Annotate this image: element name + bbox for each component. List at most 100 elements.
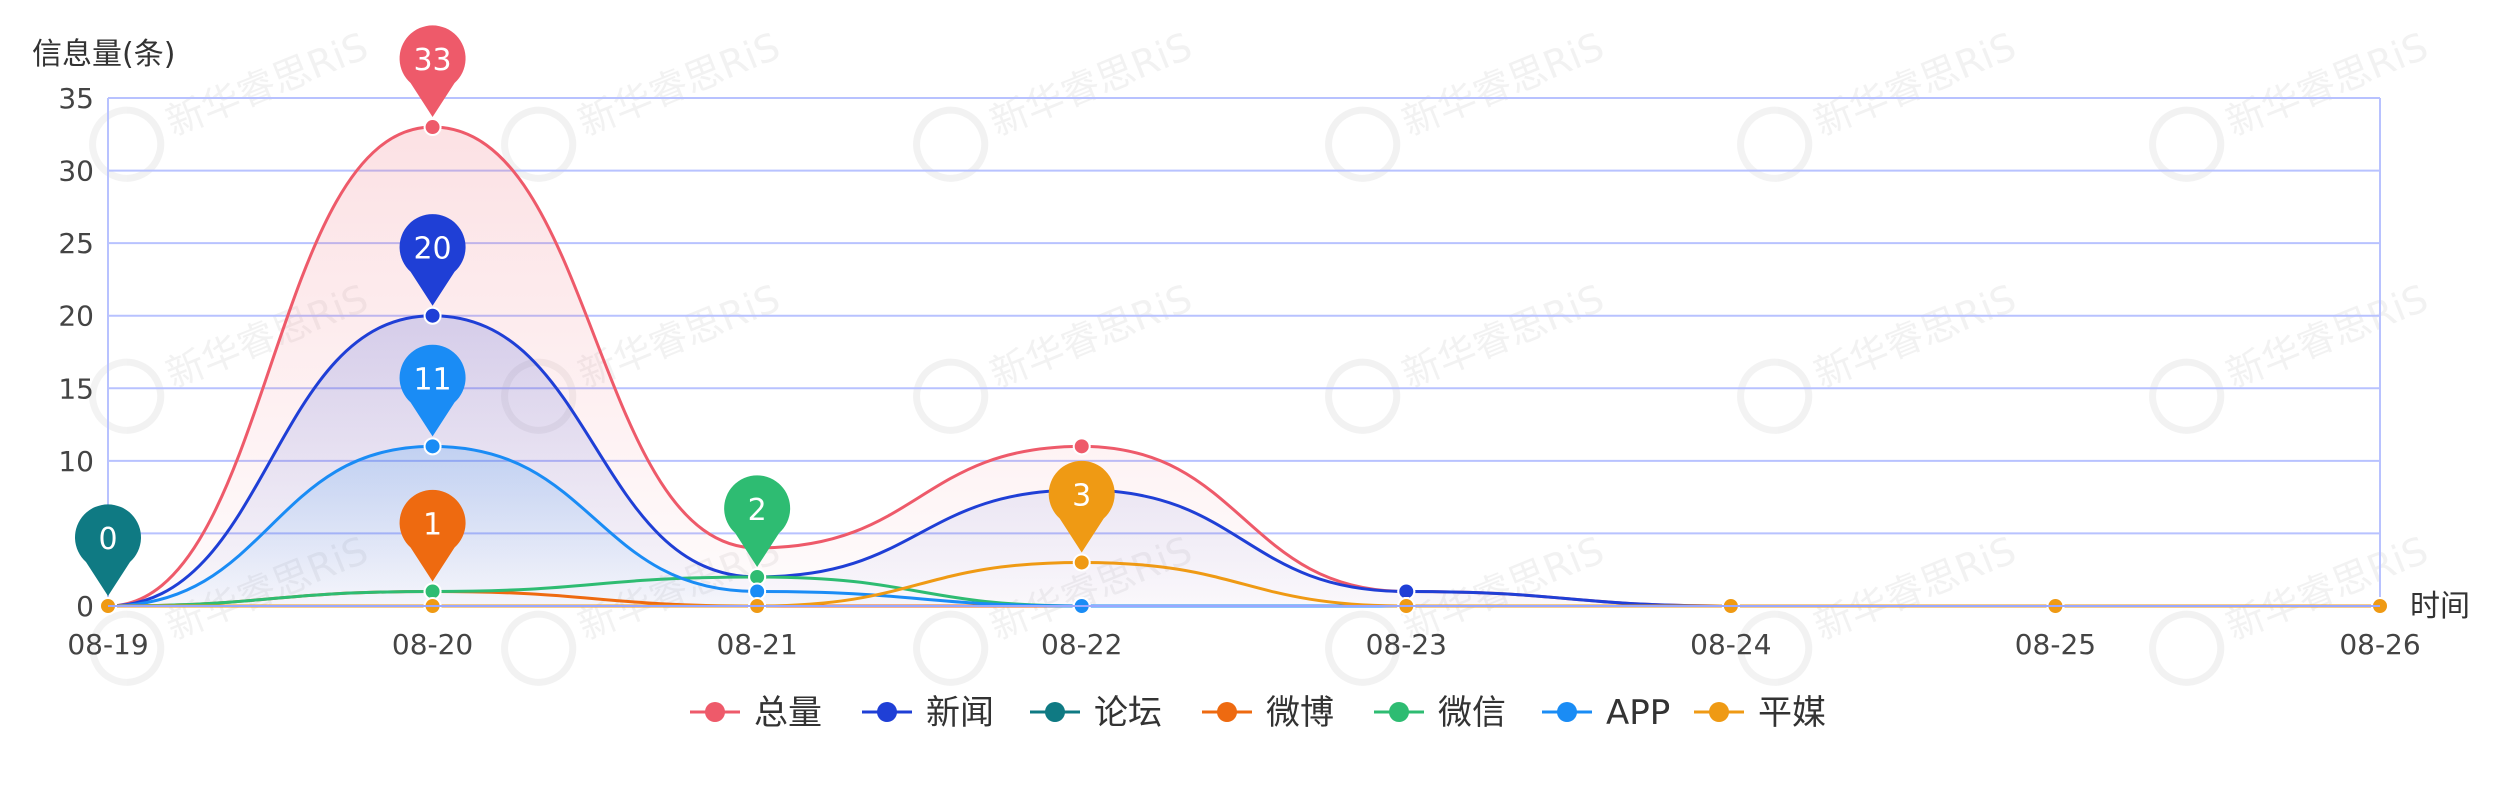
watermark-logo <box>913 358 989 434</box>
legend-dot <box>877 702 897 722</box>
watermark-text: 新华睿思RiS <box>1808 276 2022 397</box>
legend-label: 平媒 <box>1758 693 1826 733</box>
legend-label: 微信 <box>1438 693 1506 733</box>
y-tick-label: 25 <box>58 227 94 260</box>
data-point <box>1072 553 1091 572</box>
watermark-logo <box>913 106 989 182</box>
max-pin-总量: 33 <box>399 25 466 118</box>
watermark-tile: 新华睿思RiS <box>2149 24 2434 182</box>
watermark-logo <box>89 358 165 434</box>
max-pin-新闻: 20 <box>399 214 466 306</box>
watermark-logo <box>1737 358 1813 434</box>
max-pin-微博: 1 <box>399 489 466 582</box>
watermark-tile: 新华睿思RiS <box>913 276 1198 434</box>
legend-label: 微博 <box>1266 693 1334 733</box>
watermark-logo <box>1737 106 1813 182</box>
max-pin-平媒: 3 <box>1048 460 1115 553</box>
watermark-logo <box>2149 358 2225 434</box>
legend-label: APP <box>1606 693 1670 733</box>
watermark-text: 新华睿思RiS <box>2220 24 2434 145</box>
data-point <box>423 437 442 456</box>
watermark-tile: 新华睿思RiS <box>913 24 1198 182</box>
watermark-logo <box>89 106 165 182</box>
data-point <box>423 306 442 325</box>
y-axis-label: 信息量(条) <box>32 37 175 72</box>
y-tick-label: 20 <box>58 300 94 333</box>
watermark-text: 新华睿思RiS <box>1808 528 2022 649</box>
pin-label: 3 <box>1072 478 1091 513</box>
x-tick-label: 08-25 <box>2015 628 2096 661</box>
max-pin-论坛: 0 <box>75 504 141 596</box>
pin-shape <box>399 214 466 306</box>
y-tick-label: 10 <box>58 445 94 478</box>
watermark-logo <box>1737 610 1813 686</box>
max-pin-微信: 2 <box>724 475 791 567</box>
watermark-tile: 新华睿思RiS <box>1737 24 2022 182</box>
watermark-logo <box>1325 610 1401 686</box>
x-tick-label: 08-23 <box>1366 628 1447 661</box>
watermark-logo <box>501 610 577 686</box>
watermark-logo <box>913 610 989 686</box>
y-tick-label: 35 <box>58 82 94 115</box>
watermark-tile: 新华睿思RiS <box>1737 276 2022 434</box>
x-tick-label: 08-24 <box>1690 628 1771 661</box>
legend-dot <box>1045 702 1065 722</box>
pin-shape <box>399 344 466 437</box>
x-tick-label: 08-20 <box>392 628 473 661</box>
pin-label: 20 <box>413 232 451 267</box>
legend-dot <box>1709 702 1729 722</box>
legend[interactable]: 总量 新闻 论坛 微博 微信 APP 平媒 <box>690 693 1826 733</box>
watermark-text: 新华睿思RiS <box>984 24 1198 145</box>
pin-label: 2 <box>748 493 767 528</box>
pin-label: 11 <box>413 362 451 397</box>
legend-item-新闻[interactable]: 新闻 <box>862 693 994 733</box>
legend-label: 论坛 <box>1094 693 1162 733</box>
watermark-tile: 新华睿思RiS <box>1325 24 1610 182</box>
legend-dot <box>1389 702 1409 722</box>
legend-label: 新闻 <box>926 693 994 733</box>
data-point <box>423 118 442 137</box>
watermark-text: 新华睿思RiS <box>1396 24 1610 145</box>
x-tick-label: 08-21 <box>716 628 797 661</box>
y-tick-label: 15 <box>58 372 94 405</box>
watermark-text: 新华睿思RiS <box>160 24 374 145</box>
watermark-logo <box>2149 610 2225 686</box>
y-tick-label: 30 <box>58 155 94 188</box>
data-point <box>1072 437 1091 456</box>
legend-item-微博[interactable]: 微博 <box>1202 693 1334 733</box>
x-axis-label: 时间 <box>2410 589 2470 624</box>
legend-item-APP[interactable]: APP <box>1542 693 1670 733</box>
legend-item-总量[interactable]: 总量 <box>690 693 822 733</box>
watermark-logo <box>501 106 577 182</box>
watermark-tile: 新华睿思RiS <box>501 24 786 182</box>
legend-item-平媒[interactable]: 平媒 <box>1694 693 1826 733</box>
max-pin-APP: 11 <box>399 344 466 437</box>
watermark-logo <box>1325 358 1401 434</box>
x-tick-label: 08-19 <box>67 628 148 661</box>
pin-shape <box>724 475 791 567</box>
pin-shape <box>75 504 141 596</box>
pin-shape <box>399 25 466 118</box>
pin-label: 1 <box>423 507 442 542</box>
pin-label: 33 <box>413 43 451 78</box>
series-areas <box>108 127 2380 607</box>
legend-dot <box>705 702 725 722</box>
legend-label: 总量 <box>754 693 822 733</box>
pin-label: 0 <box>98 522 117 557</box>
y-tick-label: 0 <box>76 590 94 623</box>
legend-dot <box>1217 702 1237 722</box>
watermark-text: 新华睿思RiS <box>572 24 786 145</box>
legend-item-微信[interactable]: 微信 <box>1374 693 1506 733</box>
watermark-tile: 新华睿思RiS <box>2149 276 2434 434</box>
watermark-text: 新华睿思RiS <box>984 276 1198 397</box>
watermark-tile: 新华睿思RiS <box>1325 276 1610 434</box>
legend-dot <box>1557 702 1577 722</box>
x-tick-label: 08-26 <box>2339 628 2420 661</box>
watermark-logo <box>2149 106 2225 182</box>
watermark-text: 新华睿思RiS <box>2220 276 2434 397</box>
legend-item-论坛[interactable]: 论坛 <box>1030 693 1162 733</box>
watermark-text: 新华睿思RiS <box>1808 24 2022 145</box>
